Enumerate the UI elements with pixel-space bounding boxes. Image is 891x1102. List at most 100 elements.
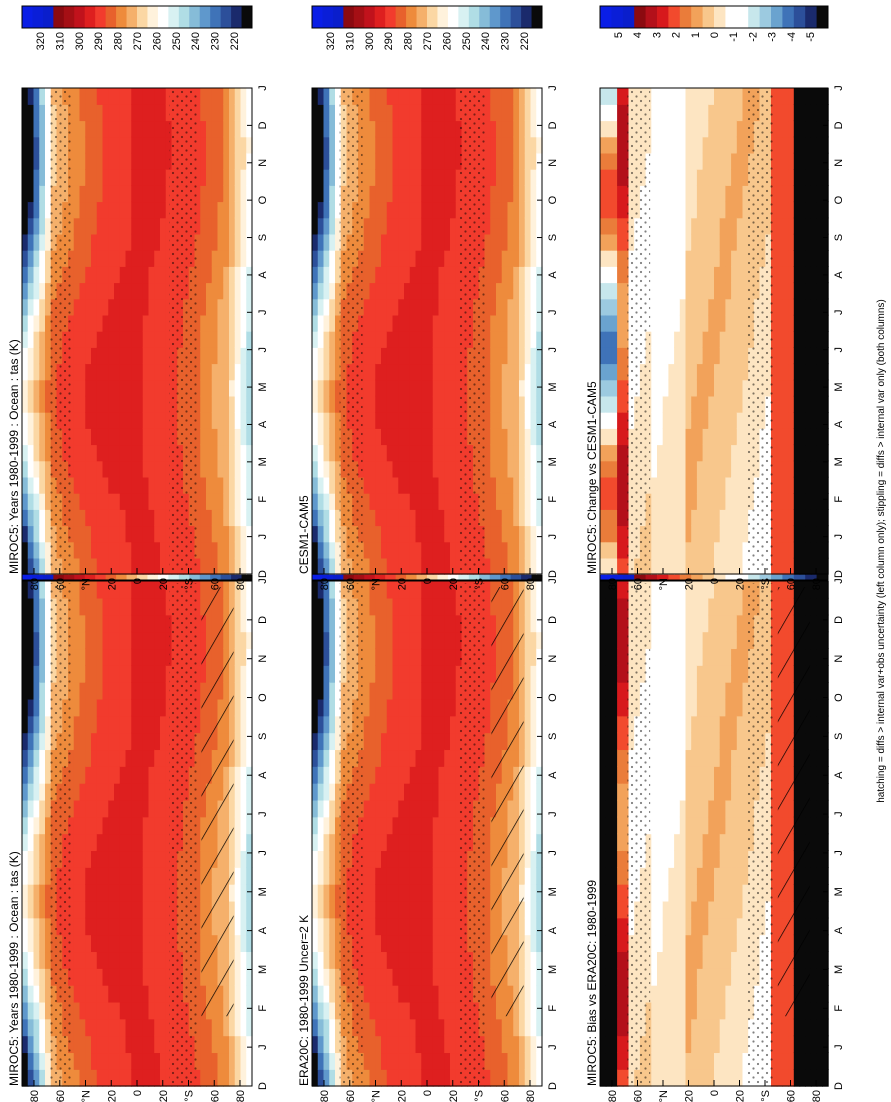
heatmap-cell <box>39 88 46 105</box>
heatmap-cell <box>22 152 29 170</box>
heatmap-cell <box>240 1001 247 1020</box>
heatmap-cell <box>114 867 121 885</box>
heatmap-cell <box>329 900 336 919</box>
heatmap-cell <box>85 816 92 835</box>
heatmap-cell <box>335 968 342 986</box>
heatmap-cell <box>375 783 382 801</box>
heatmap-cell <box>404 934 411 953</box>
heatmap-cell <box>484 201 491 219</box>
heatmap-cell <box>409 476 417 494</box>
heatmap-cell <box>160 363 167 381</box>
heatmap-cell <box>317 233 325 251</box>
heatmap-cell <box>223 1052 230 1070</box>
heatmap-cell <box>223 136 230 154</box>
heatmap-cell <box>39 799 46 818</box>
heatmap-cell <box>114 783 121 801</box>
heatmap-cell <box>200 347 207 365</box>
heatmap-cell <box>142 412 150 429</box>
heatmap-cell <box>323 732 330 751</box>
heatmap-cell <box>381 884 388 902</box>
heatmap-cell <box>125 476 132 494</box>
heatmap-cell <box>165 412 173 429</box>
heatmap-cell <box>142 917 150 936</box>
heatmap-cell <box>392 631 399 650</box>
heatmap-cell <box>102 749 109 767</box>
heatmap-cell <box>415 631 422 650</box>
heatmap-cell <box>119 614 127 633</box>
heatmap-cell <box>490 185 497 203</box>
heatmap-cell <box>108 347 115 365</box>
heatmap-cell <box>381 934 388 953</box>
heatmap-cell <box>501 460 509 478</box>
heatmap-cell <box>148 631 155 650</box>
heatmap-cell <box>450 799 457 818</box>
heatmap-cell <box>392 314 399 332</box>
heatmap-cell <box>450 363 457 381</box>
heatmap-cell <box>108 314 115 332</box>
heatmap-cell <box>317 412 325 429</box>
heatmap-cell <box>85 444 92 462</box>
heatmap-cell <box>438 631 445 650</box>
heatmap-cell <box>85 715 92 734</box>
heatmap-cell <box>398 884 405 902</box>
heatmap-cell <box>392 867 399 885</box>
heatmap-cell <box>125 698 132 717</box>
heatmap-cell <box>114 884 121 902</box>
month-tick-label: J <box>257 1044 269 1050</box>
heatmap-cell <box>484 665 491 683</box>
heatmap-cell <box>409 715 417 734</box>
heatmap-cell <box>409 783 417 801</box>
heatmap-cell <box>108 104 115 122</box>
heatmap-cell <box>519 395 526 413</box>
heatmap-cell <box>398 88 405 105</box>
heatmap-cell <box>392 698 399 717</box>
heatmap-cell <box>39 783 46 801</box>
heatmap-cell <box>45 766 52 784</box>
heatmap-cell <box>484 476 491 494</box>
heatmap-cell <box>131 951 138 969</box>
heatmap-cell <box>375 217 382 235</box>
heatmap-cell <box>137 314 144 332</box>
heatmap-cell <box>329 201 336 219</box>
heatmap-cell <box>438 169 445 186</box>
heatmap-cell <box>137 298 144 316</box>
heatmap-cell <box>125 732 132 751</box>
colorbar-swatch <box>32 6 44 28</box>
heatmap-cell <box>217 298 224 316</box>
heatmap-cell <box>369 217 376 235</box>
heatmap-cell <box>444 682 451 700</box>
heatmap-cell <box>240 749 247 767</box>
heatmap-cell <box>211 233 219 251</box>
heatmap-cell <box>142 968 150 986</box>
heatmap-cell <box>386 1035 394 1054</box>
heatmap-cell <box>194 917 201 936</box>
heatmap-cell <box>91 850 98 868</box>
heatmap-cell <box>427 428 434 446</box>
heatmap-cell <box>165 541 173 559</box>
heatmap-cell <box>444 363 451 381</box>
heatmap-cell <box>148 460 155 478</box>
heatmap-cell <box>137 732 144 751</box>
heatmap-cell <box>160 1069 167 1087</box>
heatmap-cell <box>536 597 543 616</box>
heatmap-cell <box>438 525 445 543</box>
heatmap-cell <box>335 541 342 559</box>
heatmap-cell <box>484 1069 491 1087</box>
heatmap-cell <box>33 314 40 332</box>
heatmap-cell <box>317 217 325 235</box>
heatmap-cell <box>438 799 445 818</box>
heatmap-cell <box>386 217 394 235</box>
heatmap-cell <box>102 715 109 734</box>
heatmap-cell <box>154 850 161 868</box>
heatmap-cell <box>363 509 371 527</box>
heatmap-cell <box>444 732 451 751</box>
heatmap-cell <box>96 698 104 717</box>
heatmap-cell <box>335 347 342 365</box>
heatmap-cell <box>484 698 491 717</box>
heatmap-cell <box>409 379 417 397</box>
heatmap-cell <box>524 1069 532 1087</box>
heatmap-cell <box>160 783 167 801</box>
heatmap-cell <box>131 614 138 633</box>
heatmap-cell <box>363 152 371 170</box>
heatmap-cell <box>22 1052 29 1070</box>
